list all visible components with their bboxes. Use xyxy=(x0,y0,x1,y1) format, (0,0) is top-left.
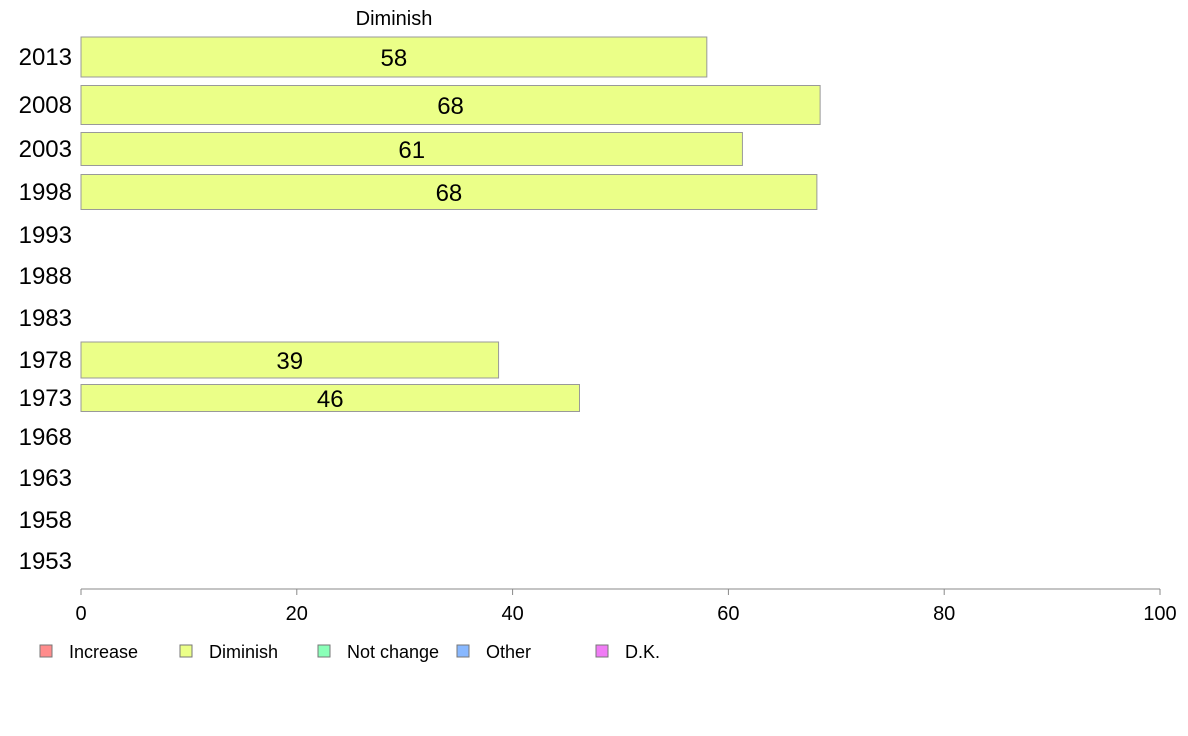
legend-swatch-d-k xyxy=(595,644,609,658)
bar-value-label-2008: 68 xyxy=(437,93,464,120)
legend-swatch-other xyxy=(456,644,470,658)
x-tick-label-80: 80 xyxy=(933,603,955,625)
bar-1973 xyxy=(80,384,580,412)
legend-swatch-increase xyxy=(39,644,53,658)
bar-1978 xyxy=(80,341,500,379)
chart-title: Diminish xyxy=(356,8,433,30)
legend-label-not-change: Not change xyxy=(347,642,439,662)
bars-group: 58 68 61 68 39 46 xyxy=(80,36,821,413)
x-tick-label-40: 40 xyxy=(501,603,523,625)
legend-swatch-diminish xyxy=(179,644,193,658)
bar-value-label-2003: 61 xyxy=(398,137,425,164)
category-label-1968: 1968 xyxy=(19,424,72,451)
bar-1998 xyxy=(80,174,818,210)
category-label-1973: 1973 xyxy=(19,385,72,412)
category-label-2008: 2008 xyxy=(19,92,72,119)
legend-label-d-k: D.K. xyxy=(625,642,660,662)
category-label-1978: 1978 xyxy=(19,347,72,374)
legend-label-other: Other xyxy=(486,642,531,662)
x-tick-label-20: 20 xyxy=(286,603,308,625)
bar-value-label-1973: 46 xyxy=(317,386,344,413)
legend-label-increase: Increase xyxy=(69,642,138,662)
category-label-2003: 2003 xyxy=(19,136,72,163)
bar-2013 xyxy=(80,36,708,78)
category-label-2013: 2013 xyxy=(19,44,72,71)
legend: Increase Diminish Not change Other D.K. xyxy=(39,642,660,662)
category-label-1988: 1988 xyxy=(19,263,72,290)
category-label-1998: 1998 xyxy=(19,179,72,206)
category-label-1958: 1958 xyxy=(19,507,72,534)
x-tick-label-0: 0 xyxy=(75,603,86,625)
bar-value-label-1978: 39 xyxy=(276,348,303,375)
category-label-1963: 1963 xyxy=(19,465,72,492)
bar-value-label-2013: 58 xyxy=(381,45,408,72)
bar-value-label-1998: 68 xyxy=(436,180,463,207)
x-tick-label-60: 60 xyxy=(717,603,739,625)
category-labels: 2013 2008 2003 1998 1993 1988 1983 1978 1973 1968… xyxy=(19,44,72,575)
x-tick-label-100: 100 xyxy=(1143,603,1176,625)
legend-swatch-not-change xyxy=(317,644,331,658)
bar-2008 xyxy=(80,85,821,125)
category-label-1993: 1993 xyxy=(19,222,72,249)
bar-2003 xyxy=(80,132,743,166)
category-label-1983: 1983 xyxy=(19,305,72,332)
category-label-1953: 1953 xyxy=(19,548,72,575)
x-axis: 0 20 40 60 80 100 xyxy=(75,588,1177,625)
legend-label-diminish: Diminish xyxy=(209,642,278,662)
